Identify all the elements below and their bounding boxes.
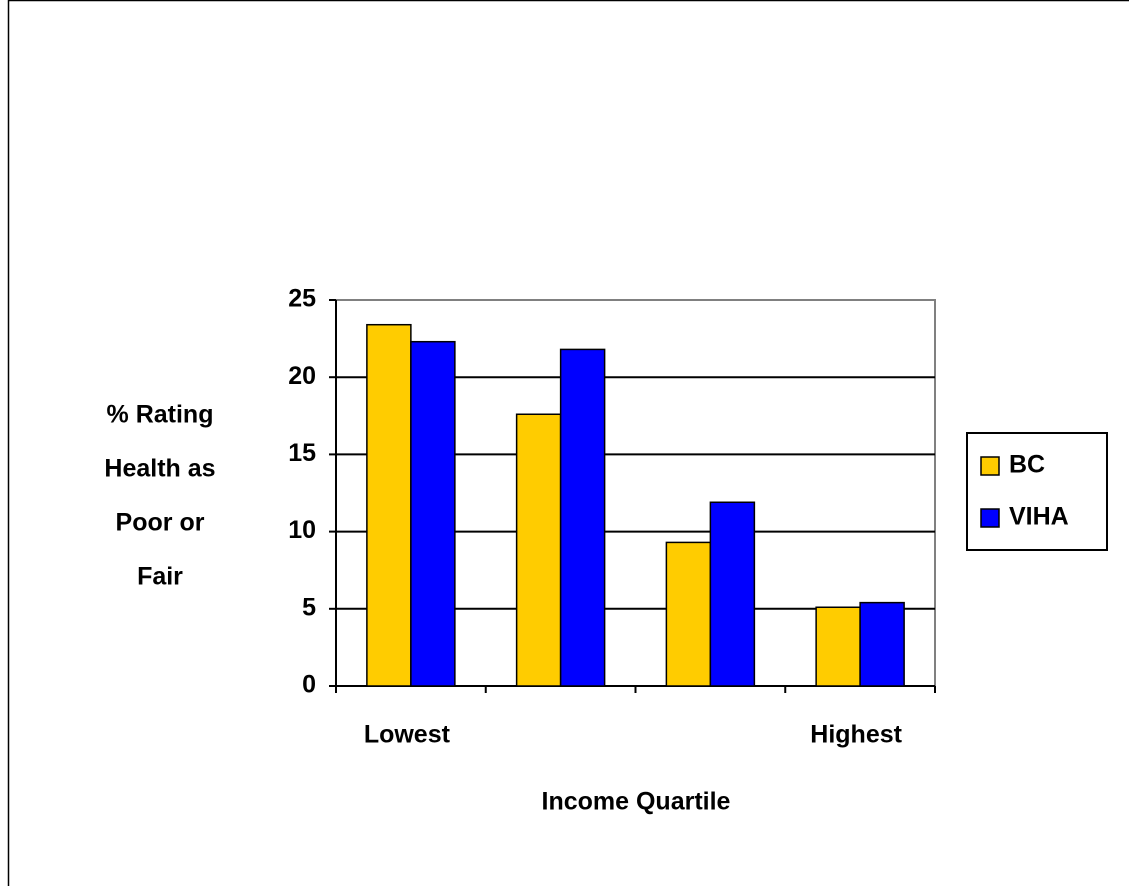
- y-axis-label: Fair: [137, 563, 183, 591]
- bar: [515, 413, 562, 687]
- bar: [815, 606, 861, 687]
- y-tick-label: 25: [288, 285, 316, 313]
- legend-label: BC: [1009, 451, 1045, 479]
- y-tick-label: 10: [288, 516, 316, 544]
- y-tick-label: 5: [302, 593, 316, 621]
- y-tick-label: 15: [288, 439, 316, 467]
- x-tick-label: Highest: [810, 721, 902, 749]
- y-tick-label: 0: [302, 671, 316, 699]
- x-axis-label: Income Quartile: [542, 788, 731, 816]
- bar: [410, 340, 456, 687]
- y-axis-label: % Rating: [107, 401, 214, 429]
- y-tick-label: 20: [288, 362, 316, 390]
- legend-swatch: [980, 456, 1000, 476]
- bar: [709, 501, 756, 687]
- bar: [665, 541, 712, 687]
- bar: [366, 323, 412, 687]
- legend-label: VIHA: [1009, 503, 1069, 531]
- bar: [859, 601, 905, 687]
- bar: [559, 348, 606, 687]
- y-axis-label: Poor or: [116, 509, 205, 537]
- legend-swatch: [980, 508, 1000, 528]
- x-tick-label: Lowest: [364, 721, 451, 749]
- legend: [966, 432, 1108, 551]
- y-axis-label: Health as: [104, 455, 215, 483]
